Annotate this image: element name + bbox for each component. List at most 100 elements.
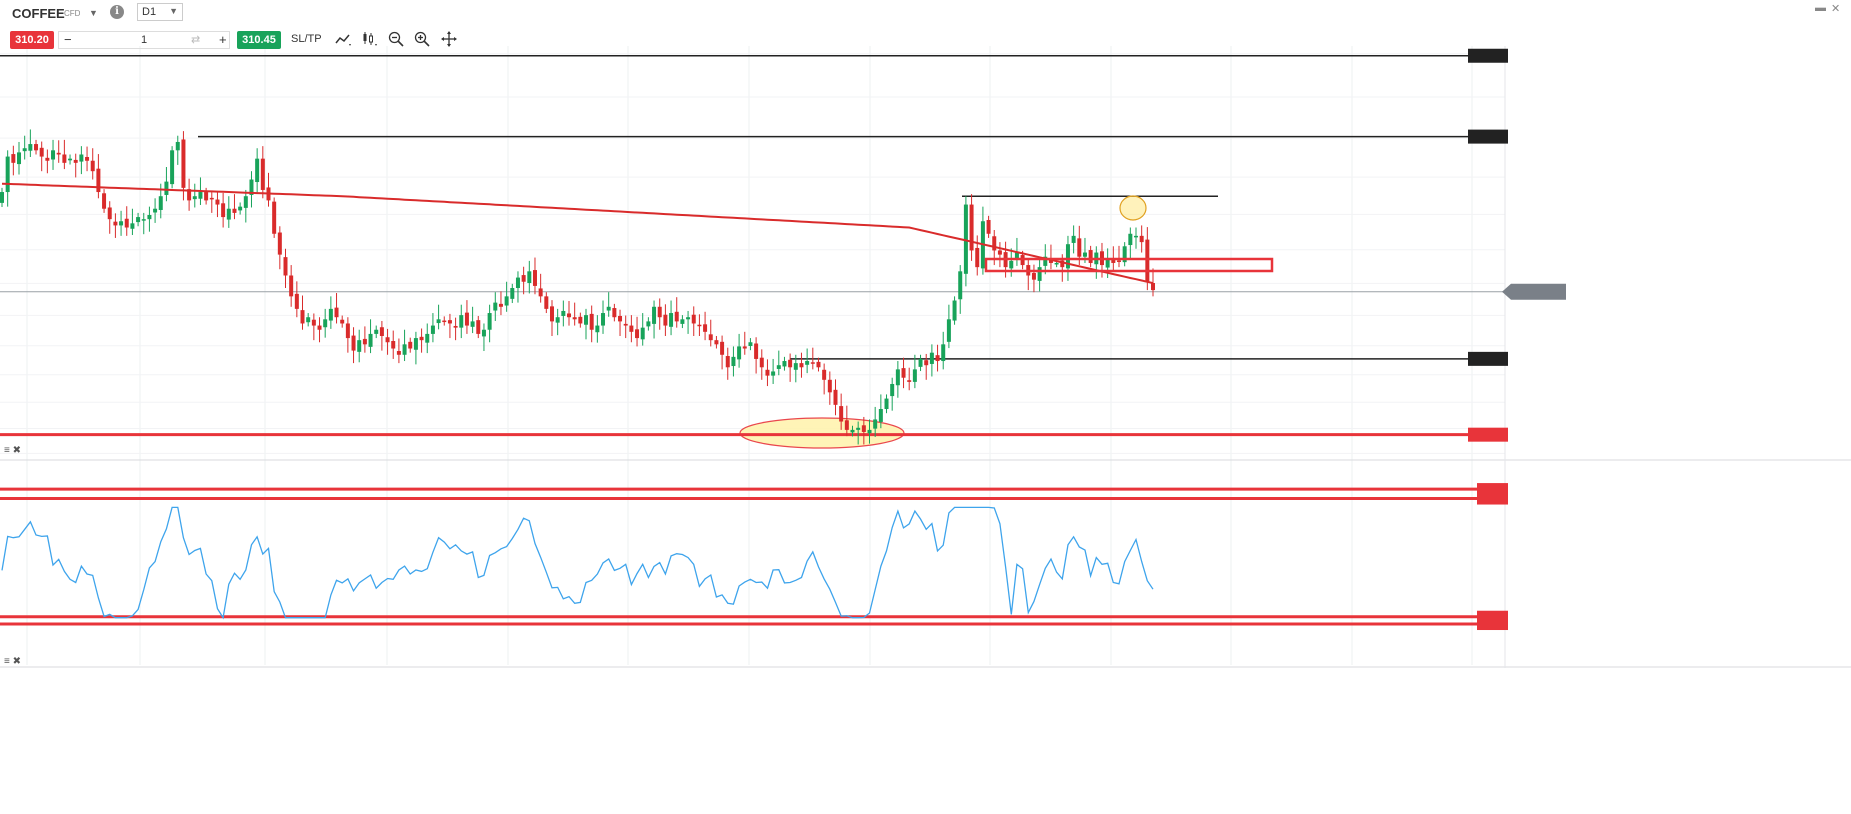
rsi-pane: [0, 487, 1505, 626]
candle-body: [759, 357, 764, 368]
candle-body: [1014, 252, 1019, 260]
zoom-in-icon[interactable]: [413, 30, 431, 48]
candle-body: [884, 398, 889, 410]
candle-body: [1116, 260, 1121, 262]
candle-body: [45, 157, 50, 161]
candles: [0, 129, 1156, 445]
candle-body: [34, 144, 39, 151]
candle-body: [652, 306, 657, 324]
candle-body: [1054, 262, 1059, 265]
candle-body: [697, 324, 702, 327]
symbol-caret-icon[interactable]: ▼: [89, 8, 98, 18]
candle-body: [1082, 252, 1087, 257]
candle-body: [731, 356, 736, 367]
info-icon[interactable]: i: [110, 5, 124, 19]
candle-body: [277, 232, 282, 255]
candle-body: [844, 420, 849, 430]
candle-body: [317, 325, 322, 330]
annotations-back: [739, 417, 905, 449]
candle-body: [107, 207, 112, 220]
candle-body: [850, 429, 855, 433]
candle-body: [912, 369, 917, 382]
candle-body: [487, 313, 492, 330]
chart-type-candles-icon[interactable]: [361, 30, 379, 48]
candle-body: [113, 221, 118, 226]
candle-body: [997, 250, 1002, 255]
candle-body: [623, 323, 628, 326]
candle-body: [447, 320, 452, 324]
candle-body: [612, 308, 617, 318]
support-zone-box: [984, 257, 1274, 273]
candle-body: [481, 329, 486, 337]
crosshair-move-icon[interactable]: [440, 30, 458, 48]
candle-body: [703, 324, 708, 332]
minimize-icon[interactable]: ▬: [1815, 2, 1826, 14]
candle-body: [816, 361, 821, 368]
timeframe-select[interactable]: D1 ▼: [137, 3, 183, 21]
candle-body: [901, 368, 906, 378]
grid: [0, 46, 1851, 668]
candle-body: [255, 158, 260, 183]
candle-body: [720, 341, 725, 355]
candle-body: [504, 296, 509, 306]
close-icon[interactable]: ✕: [1831, 3, 1841, 15]
candle-body: [1105, 258, 1110, 268]
candle-body: [442, 320, 447, 323]
candle-body: [878, 409, 883, 422]
candle-body: [963, 204, 968, 274]
symbol-name[interactable]: COFFEE: [12, 6, 65, 21]
candle-body: [413, 338, 418, 350]
candle-body: [975, 247, 980, 268]
candle-body: [686, 317, 691, 320]
candle-body: [958, 271, 963, 300]
quantity-value[interactable]: 1: [140, 34, 148, 46]
candle-body: [861, 425, 866, 432]
candle-body: [249, 179, 254, 195]
annotations-front: [984, 195, 1274, 273]
symbol-type: CFD: [64, 9, 81, 18]
candle-body: [436, 319, 441, 324]
candle-body: [918, 358, 923, 367]
candle-body: [62, 154, 67, 163]
candle-body: [793, 363, 798, 370]
candle-body: [1077, 238, 1082, 257]
price-line-tag: [1468, 427, 1508, 442]
candle-body: [164, 181, 169, 195]
increment-icon[interactable]: +: [219, 32, 227, 47]
candle-body: [379, 327, 384, 336]
sell-button[interactable]: 310.20: [10, 31, 54, 49]
quantity-stepper[interactable]: − 1 ⇄ +: [58, 31, 230, 49]
candle-body: [17, 152, 22, 165]
rsi-level-tag: [1477, 492, 1508, 505]
candle-body: [391, 341, 396, 349]
zoom-out-icon[interactable]: [387, 30, 405, 48]
candle-body: [935, 355, 940, 362]
candle-body: [300, 310, 305, 324]
sltp-button[interactable]: SL/TP: [291, 33, 322, 45]
sma-settings-icon: ≡ ✖: [4, 445, 21, 456]
candle-body: [476, 320, 481, 334]
candle-body: [1134, 235, 1138, 238]
horizontal-lines[interactable]: [0, 54, 1505, 437]
decrement-icon[interactable]: −: [64, 32, 72, 47]
candle-body: [102, 193, 107, 209]
candle-body: [515, 277, 520, 289]
candle-body: [924, 360, 929, 366]
candle-body: [498, 303, 503, 307]
candle-body: [555, 317, 560, 323]
chart-type-line-icon[interactable]: [334, 30, 352, 48]
swap-icon[interactable]: ⇄: [191, 34, 201, 46]
candle-body: [663, 314, 668, 326]
candle-body: [708, 334, 713, 341]
candle-body: [601, 313, 606, 326]
candle-body: [544, 296, 549, 309]
candle-body: [73, 159, 78, 163]
candle-body: [640, 327, 645, 340]
candle-body: [357, 340, 362, 352]
candle-body: [136, 217, 141, 223]
candle-body: [776, 365, 781, 369]
buy-button[interactable]: 310.45: [237, 31, 281, 49]
candle-body: [311, 319, 316, 326]
sma-200-line: [1, 182, 1154, 285]
